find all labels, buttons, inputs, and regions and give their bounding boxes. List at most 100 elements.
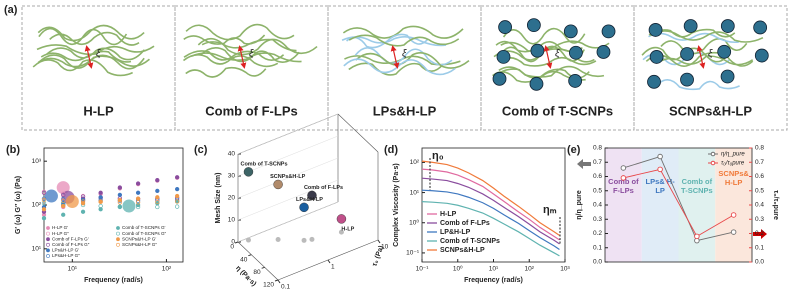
- grid-line: [237, 179, 339, 221]
- y-axis-label: η/η_pure: [576, 190, 583, 220]
- y-tick: [377, 239, 381, 244]
- legend-label: τ₀/τ₀pure: [721, 161, 745, 167]
- y-axis-label: Complex Viscosity (Pa·s): [393, 163, 400, 247]
- legend-marker: [46, 242, 50, 247]
- nanoparticle: [680, 72, 694, 87]
- data-line: [421, 168, 560, 241]
- legend-label: Comb of F-LPs: [440, 220, 490, 227]
- data-point: [98, 203, 103, 209]
- category-label-box: SCNPs& H-LP: [718, 170, 748, 187]
- nanoparticle: [568, 74, 583, 88]
- x-tick-label: 120: [263, 282, 274, 289]
- point-label: LPs&H-LP: [296, 197, 323, 203]
- y2-tick-label: 0.3: [755, 216, 764, 223]
- legend-marker: [710, 151, 716, 157]
- mesh-arrow: [390, 45, 400, 69]
- crossover-point: [65, 195, 79, 209]
- data-point: [41, 201, 47, 206]
- mesh-symbol: ξ: [96, 49, 101, 60]
- polymer-strand: [343, 58, 456, 76]
- legend-label: LP&H-LP: [440, 229, 471, 236]
- x-tick: [274, 279, 279, 282]
- polymer-strand: [49, 31, 140, 46]
- data-point: [61, 212, 66, 217]
- y-tick-label: 10¹: [410, 189, 420, 196]
- shadow-point: [309, 236, 315, 242]
- point-label: Comb of F-LPs: [304, 185, 343, 191]
- polymer-strand: [197, 37, 318, 56]
- y-tick-label: 10⁰: [409, 218, 419, 226]
- polymer-strand: [648, 28, 736, 38]
- panel-box: [633, 5, 788, 131]
- panel-label: (d): [384, 144, 398, 156]
- legend-label: SCNPs&H-LP: [440, 247, 485, 254]
- data-point: [135, 204, 141, 210]
- data-point: [299, 202, 309, 213]
- x-tick: [261, 266, 265, 269]
- crossover-point: [56, 181, 70, 195]
- polymer-strand: [354, 46, 453, 66]
- data-point: [657, 166, 663, 173]
- y-axis-label: τ₀ (Pa): [371, 245, 385, 268]
- data-point: [41, 197, 47, 203]
- data-point: [175, 193, 180, 199]
- mesh-symbol: ξ: [708, 49, 713, 60]
- polymer-strand: [346, 33, 428, 49]
- panel-label: (b): [6, 144, 20, 156]
- data-point: [61, 198, 66, 203]
- polymer-strand: [342, 25, 464, 39]
- annotation: η₀: [432, 150, 444, 162]
- y2-tick-label: 0.4: [755, 202, 764, 209]
- y-tick: [277, 279, 281, 284]
- y2-tick-label: 0.6: [755, 173, 764, 180]
- y-tick-label: 0.8: [593, 145, 602, 152]
- nanoparticle: [717, 44, 732, 59]
- nanoparticle: [496, 50, 511, 64]
- mesh-arrow: [543, 45, 553, 69]
- y2-tick-label: 0.1: [755, 244, 764, 251]
- y2-tick-label: 0.7: [755, 159, 764, 166]
- polymer-strand: [341, 35, 447, 47]
- polymer-strand: [500, 40, 610, 52]
- z-tick-label: 20: [228, 195, 236, 202]
- arrow-left: [577, 159, 591, 169]
- nanoparticle: [720, 69, 735, 84]
- nanoparticle: [649, 50, 664, 64]
- polymer-strand: [659, 55, 754, 66]
- data-point: [657, 153, 663, 160]
- x-tick-label: 10¹: [489, 266, 499, 273]
- data-point: [620, 165, 627, 171]
- x-axis-label: Frequency (rad/s): [84, 277, 143, 284]
- data-line: [421, 201, 560, 257]
- polymer-strand: [36, 44, 155, 56]
- category-label-box: Comb of T-SCNPs: [681, 178, 713, 195]
- data-point: [80, 199, 86, 204]
- polymer-strand: [190, 52, 302, 63]
- data-point: [117, 200, 123, 205]
- arrow-right: [753, 229, 767, 239]
- data-point: [98, 195, 103, 200]
- data-point: [155, 177, 160, 183]
- grid-line: [237, 113, 339, 155]
- data-point: [61, 192, 66, 198]
- polymer-strand: [185, 66, 267, 78]
- panel-caption: H-LP: [83, 103, 114, 118]
- legend-marker: [116, 231, 120, 236]
- z-tick-label: 0: [231, 239, 235, 246]
- nanoparticle: [601, 24, 616, 39]
- panel-label: (c): [194, 144, 208, 156]
- mesh-symbol: ξ: [555, 49, 560, 60]
- data-point: [135, 190, 141, 195]
- legend-label: H-LP: [440, 211, 457, 218]
- data-point: [336, 214, 347, 224]
- legend-marker: [46, 248, 50, 253]
- panel-label: (e): [567, 144, 581, 156]
- legend-marker: [116, 237, 120, 242]
- y-tick: [327, 259, 331, 264]
- y-tick-label: 10²: [410, 159, 420, 166]
- legend-label: Comb of T-SCNPs: [440, 238, 500, 245]
- mesh-symbol: ξ: [249, 49, 254, 60]
- category-label-box: Comb of F-LPs: [608, 178, 638, 195]
- shadow-point: [275, 236, 281, 242]
- crossover-point: [44, 189, 58, 203]
